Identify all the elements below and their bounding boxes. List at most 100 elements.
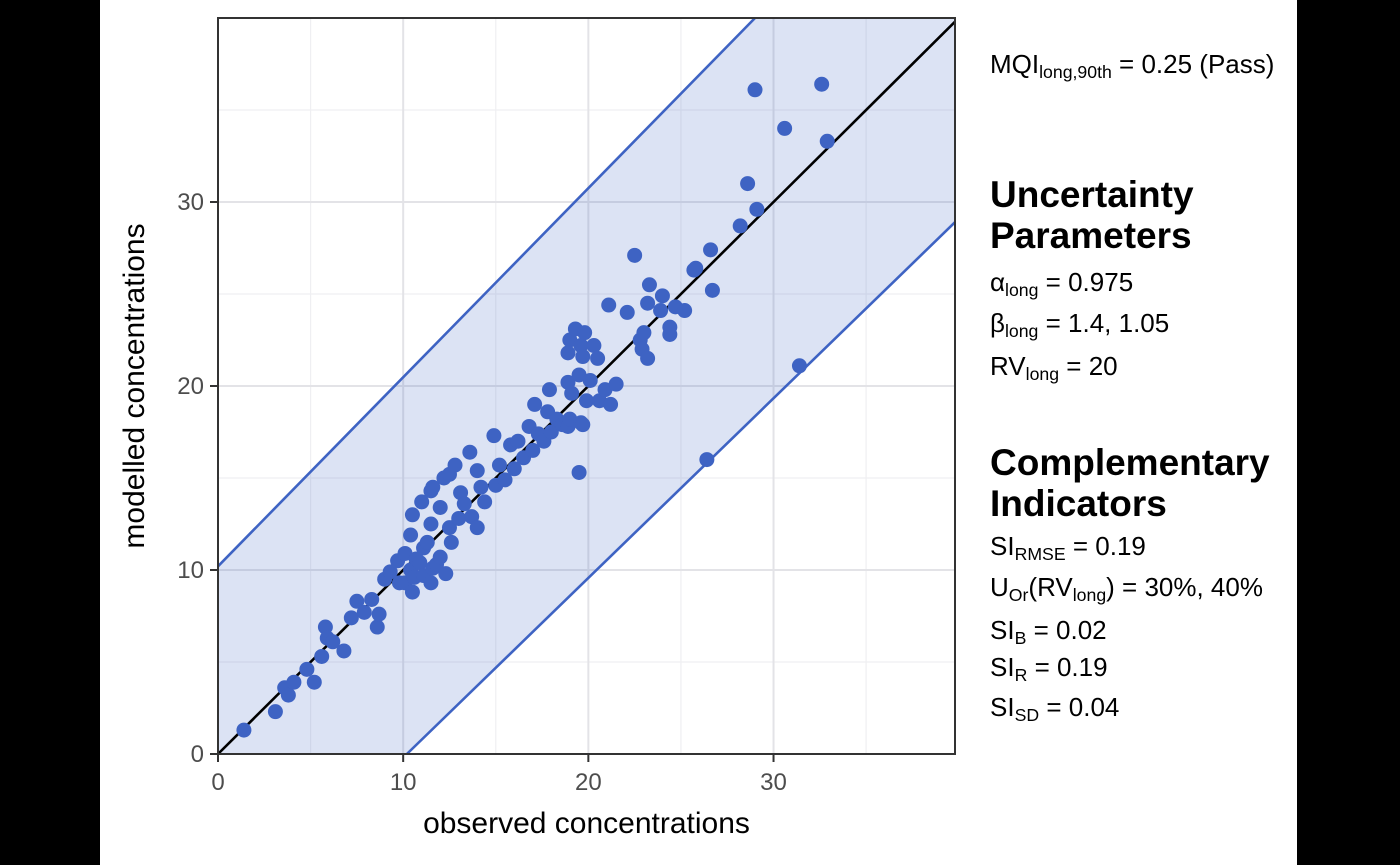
si-r-line: SIR = 0.19 [990, 652, 1108, 685]
x-axis-title: observed concentrations [423, 807, 750, 840]
data-point [641, 277, 657, 293]
data-point [491, 457, 507, 473]
data-point [510, 433, 526, 449]
data-point [619, 304, 635, 320]
data-point [343, 610, 359, 626]
data-point [590, 350, 606, 366]
data-point [432, 499, 448, 515]
data-point [562, 332, 578, 348]
y-tick-label: 20 [177, 373, 204, 400]
data-point [473, 479, 489, 495]
data-point [601, 297, 617, 313]
data-point [819, 133, 835, 149]
si-b-line: SIB = 0.02 [990, 615, 1107, 648]
data-point [397, 545, 413, 561]
scatter-plot: 0 10 20 30 0 10 20 30 observed concentrations mod… [118, 17, 956, 840]
subscript: RMSE [1014, 543, 1066, 564]
data-point [506, 461, 522, 477]
data-point [486, 428, 502, 444]
plot-canvas: 0 10 20 30 0 10 20 30 observed concentrations mod… [100, 0, 1297, 865]
data-point [364, 591, 380, 607]
data-point [477, 494, 493, 510]
data-point [677, 303, 693, 319]
data-point [571, 367, 587, 383]
data-point [582, 372, 598, 388]
data-point [280, 687, 296, 703]
data-point [586, 338, 602, 354]
subscript: long [1004, 320, 1039, 341]
data-point [356, 604, 372, 620]
data-point [527, 396, 543, 412]
alpha-long-line: αlong = 0.975 [990, 267, 1134, 300]
data-point [703, 242, 719, 258]
data-point [267, 704, 283, 720]
subscript: long,90th [1039, 61, 1112, 82]
data-point [777, 120, 793, 136]
data-point [447, 457, 463, 473]
data-point [404, 584, 420, 600]
data-point [317, 619, 333, 635]
data-point [371, 606, 387, 622]
x-tick-label: 10 [390, 769, 417, 796]
data-point [608, 376, 624, 392]
data-point [441, 520, 457, 536]
data-point [579, 393, 594, 409]
data-point [299, 661, 315, 677]
data-point [636, 325, 652, 341]
data-point [451, 510, 467, 526]
right-letterbox-bar [1297, 0, 1400, 865]
band-upper-line [217, 17, 756, 568]
data-point [640, 350, 656, 366]
data-point [654, 288, 670, 304]
data-point [704, 282, 720, 298]
data-point [749, 201, 765, 217]
data-point [464, 509, 480, 525]
data-point [597, 382, 613, 398]
subscript: B [1014, 627, 1027, 648]
x-tick-label: 20 [575, 769, 602, 796]
data-point [732, 218, 748, 234]
data-point [414, 494, 430, 510]
data-point [423, 575, 439, 591]
data-point [577, 325, 593, 341]
si-sd-line: SISD = 0.04 [990, 692, 1120, 725]
data-point [571, 464, 587, 480]
y-tick-label: 0 [191, 741, 204, 768]
beta-long-line: βlong = 1.4, 1.05 [990, 308, 1170, 341]
data-point [382, 564, 398, 580]
subscript: Or [1008, 584, 1029, 605]
heading-line: Uncertainty [990, 174, 1194, 215]
data-point [814, 76, 830, 92]
data-point [573, 338, 589, 354]
data-point [336, 643, 352, 659]
data-point [236, 722, 252, 738]
data-point [791, 358, 807, 374]
heading-line: Indicators [990, 483, 1167, 524]
y-axis-title: modelled concentrations [118, 223, 151, 548]
data-point [541, 382, 557, 398]
subscript: R [1014, 664, 1028, 685]
data-point [575, 417, 591, 433]
data-point [543, 424, 559, 440]
data-point [747, 82, 763, 98]
data-point [653, 303, 669, 319]
data-point [438, 566, 454, 582]
data-point [525, 442, 541, 458]
data-point [314, 648, 330, 664]
stats-panel: MQIlong,90th = 0.25 (Pass) Uncertainty P… [990, 0, 1300, 865]
data-point [369, 619, 385, 635]
heading-line: Complementary [990, 442, 1270, 483]
subscript: SD [1014, 704, 1040, 725]
data-point [564, 385, 580, 401]
data-point [404, 507, 420, 523]
data-point [403, 527, 419, 543]
si-rmse-line: SIRMSE = 0.19 [990, 531, 1146, 564]
data-point [740, 176, 756, 192]
data-point [603, 396, 619, 412]
data-point [423, 516, 439, 532]
mqi-result-line: MQIlong,90th = 0.25 (Pass) [990, 49, 1275, 82]
data-point [432, 549, 448, 565]
data-point [627, 247, 643, 263]
data-point [640, 295, 656, 311]
data-point [560, 345, 576, 361]
